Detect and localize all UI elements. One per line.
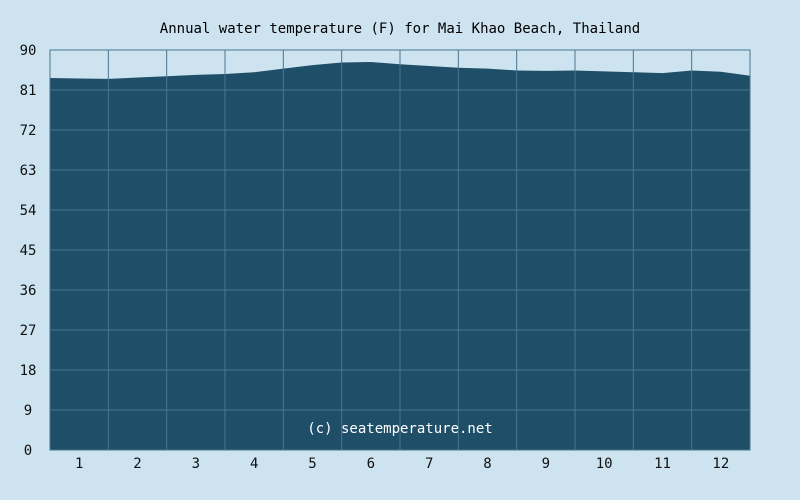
plot-frame [49, 49, 751, 451]
y-tick-label: 90 [20, 43, 37, 59]
credit-text: (c) seatemperature.net [307, 421, 492, 437]
x-tick-label: 12 [712, 456, 729, 472]
x-tick-label: 5 [308, 456, 316, 472]
x-tick-label: 2 [133, 456, 141, 472]
x-axis-ticks: 1 2 3 4 5 6 7 8 9 10 11 12 [75, 456, 729, 472]
chart-title: Annual water temperature (F) for Mai Kha… [160, 21, 640, 37]
y-tick-label: 63 [20, 163, 37, 179]
y-tick-label: 27 [20, 323, 37, 339]
y-tick-label: 9 [24, 403, 32, 419]
y-tick-label: 18 [20, 363, 37, 379]
y-tick-label: 72 [20, 123, 37, 139]
x-tick-label: 1 [75, 456, 83, 472]
y-tick-label: 54 [20, 203, 37, 219]
x-tick-label: 7 [425, 456, 433, 472]
x-tick-label: 9 [542, 456, 550, 472]
x-tick-label: 4 [250, 456, 258, 472]
y-tick-label: 0 [24, 443, 32, 459]
x-tick-label: 10 [596, 456, 613, 472]
x-tick-label: 8 [483, 456, 491, 472]
y-tick-label: 36 [20, 283, 37, 299]
x-tick-label: 6 [367, 456, 375, 472]
y-axis-ticks: 0 9 18 27 36 45 54 63 72 81 90 [20, 43, 37, 459]
x-tick-label: 3 [192, 456, 200, 472]
y-tick-label: 81 [20, 83, 37, 99]
y-tick-label: 45 [20, 243, 37, 259]
x-tick-label: 11 [654, 456, 671, 472]
